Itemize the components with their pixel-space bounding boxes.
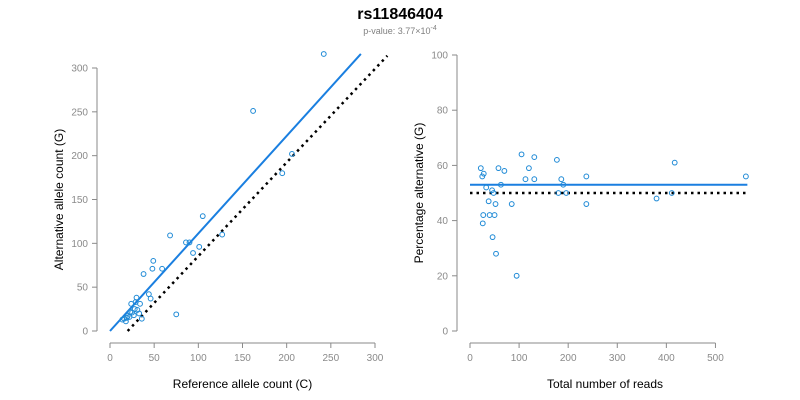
x-tick-label: 250 xyxy=(322,353,339,364)
data-point xyxy=(289,151,295,157)
data-point xyxy=(492,201,499,207)
x-tick-label: 50 xyxy=(149,353,161,364)
y-tick-label: 150 xyxy=(71,195,88,206)
data-point xyxy=(250,108,257,114)
data-point xyxy=(477,165,484,172)
data-point xyxy=(133,294,140,301)
y-axis-label: Alternative allele count (G) xyxy=(52,129,66,270)
data-point xyxy=(196,243,203,250)
data-point xyxy=(522,176,529,183)
x-tick-label: 0 xyxy=(467,353,473,364)
data-point xyxy=(498,181,504,188)
x-axis-label: Total number of reads xyxy=(547,377,663,391)
data-point xyxy=(553,156,560,163)
x-tick-label: 500 xyxy=(707,353,724,364)
data-point xyxy=(563,190,570,196)
data-point xyxy=(199,213,206,220)
data-point xyxy=(486,212,493,218)
data-point xyxy=(489,234,496,241)
y-tick-label: 100 xyxy=(431,51,448,62)
subtitle-text: p-value: 3.77×10 xyxy=(363,26,430,36)
percentage-panel: 0 100 200 300 400 500 0 20 40 60 80 100 Total number… xyxy=(412,51,749,391)
data-point xyxy=(136,310,143,317)
data-point xyxy=(558,176,565,183)
data-point xyxy=(495,165,502,172)
y-tick-label: 0 xyxy=(82,327,88,338)
data-point xyxy=(138,315,145,322)
data-point xyxy=(560,181,567,188)
x-tick-label: 100 xyxy=(511,353,528,364)
data-point xyxy=(513,272,520,279)
data-point xyxy=(555,190,562,196)
data-point xyxy=(668,190,675,196)
fit-line xyxy=(109,53,362,332)
data-point xyxy=(137,300,143,307)
y-tick-label: 250 xyxy=(71,107,88,118)
data-point xyxy=(485,198,492,205)
y-tick-label: 20 xyxy=(437,271,449,282)
data-point xyxy=(671,159,678,166)
data-point xyxy=(140,271,147,277)
chart-title: rs11846404 xyxy=(357,6,443,23)
x-tick-label: 200 xyxy=(560,353,577,364)
data-point xyxy=(479,220,486,227)
x-tick-label: 300 xyxy=(367,353,384,364)
data-point xyxy=(531,176,538,183)
data-point xyxy=(186,239,193,246)
data-point xyxy=(490,190,497,196)
data-point xyxy=(173,311,180,318)
data-point xyxy=(183,239,189,246)
data-point xyxy=(483,184,490,191)
chart-subtitle: p-value: 3.77×10-4 xyxy=(363,25,437,36)
data-point xyxy=(149,265,156,272)
data-point xyxy=(518,151,525,158)
data-point xyxy=(583,173,590,180)
data-point xyxy=(742,173,749,180)
x-tick-label: 0 xyxy=(107,353,113,364)
x-axis-label: Reference allele count (C) xyxy=(173,377,312,391)
data-point xyxy=(653,195,660,202)
y-tick-label: 80 xyxy=(437,106,449,117)
x-tick-label: 300 xyxy=(609,353,626,364)
y-tick-label: 100 xyxy=(71,239,88,250)
data-point xyxy=(508,201,515,207)
y-axis-label: Percentage alternative (G) xyxy=(412,123,426,264)
y-tick-label: 200 xyxy=(71,151,88,162)
allele-count-panel: 0 50 100 150 200 250 300 0 50 100 150 200 250 300 Refe… xyxy=(52,51,389,391)
data-point xyxy=(123,318,129,325)
data-point xyxy=(501,168,508,174)
x-tick-label: 100 xyxy=(190,353,207,364)
data-point xyxy=(130,312,137,319)
y-tick-label: 50 xyxy=(77,283,89,294)
data-point xyxy=(526,165,532,172)
data-point xyxy=(150,257,157,264)
x-tick-label: 400 xyxy=(658,353,675,364)
data-point xyxy=(479,173,486,180)
data-point xyxy=(190,250,196,256)
data-point xyxy=(320,51,327,57)
y-tick-label: 300 xyxy=(71,64,88,75)
y-tick-label: 40 xyxy=(437,216,449,227)
x-tick-label: 200 xyxy=(278,353,295,364)
y-tick-label: 60 xyxy=(437,161,449,172)
reference-line xyxy=(126,54,389,332)
data-point xyxy=(167,232,173,239)
subtitle-exponent: -4 xyxy=(431,25,437,32)
data-point xyxy=(491,212,498,218)
data-point xyxy=(489,187,495,194)
data-point xyxy=(219,231,226,238)
data-point xyxy=(583,201,590,207)
data-point xyxy=(480,212,487,218)
data-point xyxy=(131,306,138,312)
data-point xyxy=(159,265,166,272)
x-tick-label: 150 xyxy=(234,353,251,364)
y-tick-label: 0 xyxy=(442,327,448,338)
data-point xyxy=(531,154,538,161)
data-point xyxy=(480,170,487,177)
data-point xyxy=(279,170,286,177)
data-point xyxy=(147,295,154,302)
data-point xyxy=(493,250,499,257)
